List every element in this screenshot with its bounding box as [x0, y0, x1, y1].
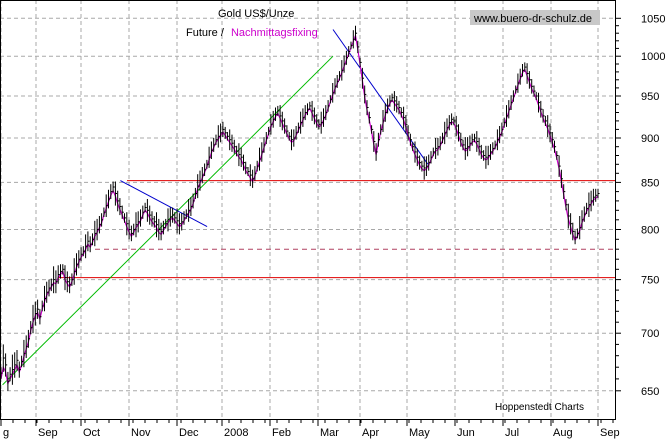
x-tick-label: g: [3, 427, 9, 439]
x-tick-label: Mar: [320, 427, 339, 439]
x-tick-label: Apr: [362, 427, 379, 439]
x-tick-label: May: [409, 427, 430, 439]
y-tick-label: 700: [641, 328, 659, 340]
y-tick-label: 1050: [641, 13, 665, 25]
downtrend-line: [120, 180, 208, 228]
x-tick-label: Jun: [457, 427, 475, 439]
x-tick-label: 2008: [224, 427, 248, 439]
x-tick-label: Nov: [131, 427, 151, 439]
y-tick-label: 900: [641, 133, 659, 145]
x-tick-label: Jul: [505, 427, 519, 439]
y-tick-label: 750: [641, 275, 659, 287]
y-tick-label: 950: [641, 91, 659, 103]
y-tick-label: 850: [641, 177, 659, 189]
x-tick-label: Dec: [179, 427, 199, 439]
x-tick-label: Sep: [600, 427, 620, 439]
y-tick-label: 1000: [641, 51, 665, 63]
y-tick-label: 800: [641, 225, 659, 237]
chart-subtitle: Future / Nachmittagsfixing: [186, 27, 318, 39]
x-axis: g Sep Oct Nov Dec 2008 Feb Mar Apr May Jun Jul Aug Se…: [0, 420, 620, 439]
watermark-url: www.buero-dr-schulz.de: [473, 13, 592, 25]
x-tick-label: Oct: [83, 427, 100, 439]
x-tick-label: Aug: [553, 427, 573, 439]
subtitle-fixing-label: Nachmittagsfixing: [231, 27, 318, 39]
x-tick-label: Sep: [38, 427, 58, 439]
y-axis: 650 700 750 800 850 900 950 1000 1050: [616, 13, 665, 398]
x-tick-label: Feb: [272, 427, 291, 439]
source-label: Hoppenstedt Charts: [495, 402, 584, 413]
chart-title: Gold US$/Unze: [218, 8, 294, 20]
subtitle-future-label: Future /: [186, 27, 225, 39]
watermark-background: [470, 10, 600, 25]
y-tick-label: 650: [641, 386, 659, 398]
plot-border: [0, 0, 616, 420]
price-series: [0, 25, 600, 391]
